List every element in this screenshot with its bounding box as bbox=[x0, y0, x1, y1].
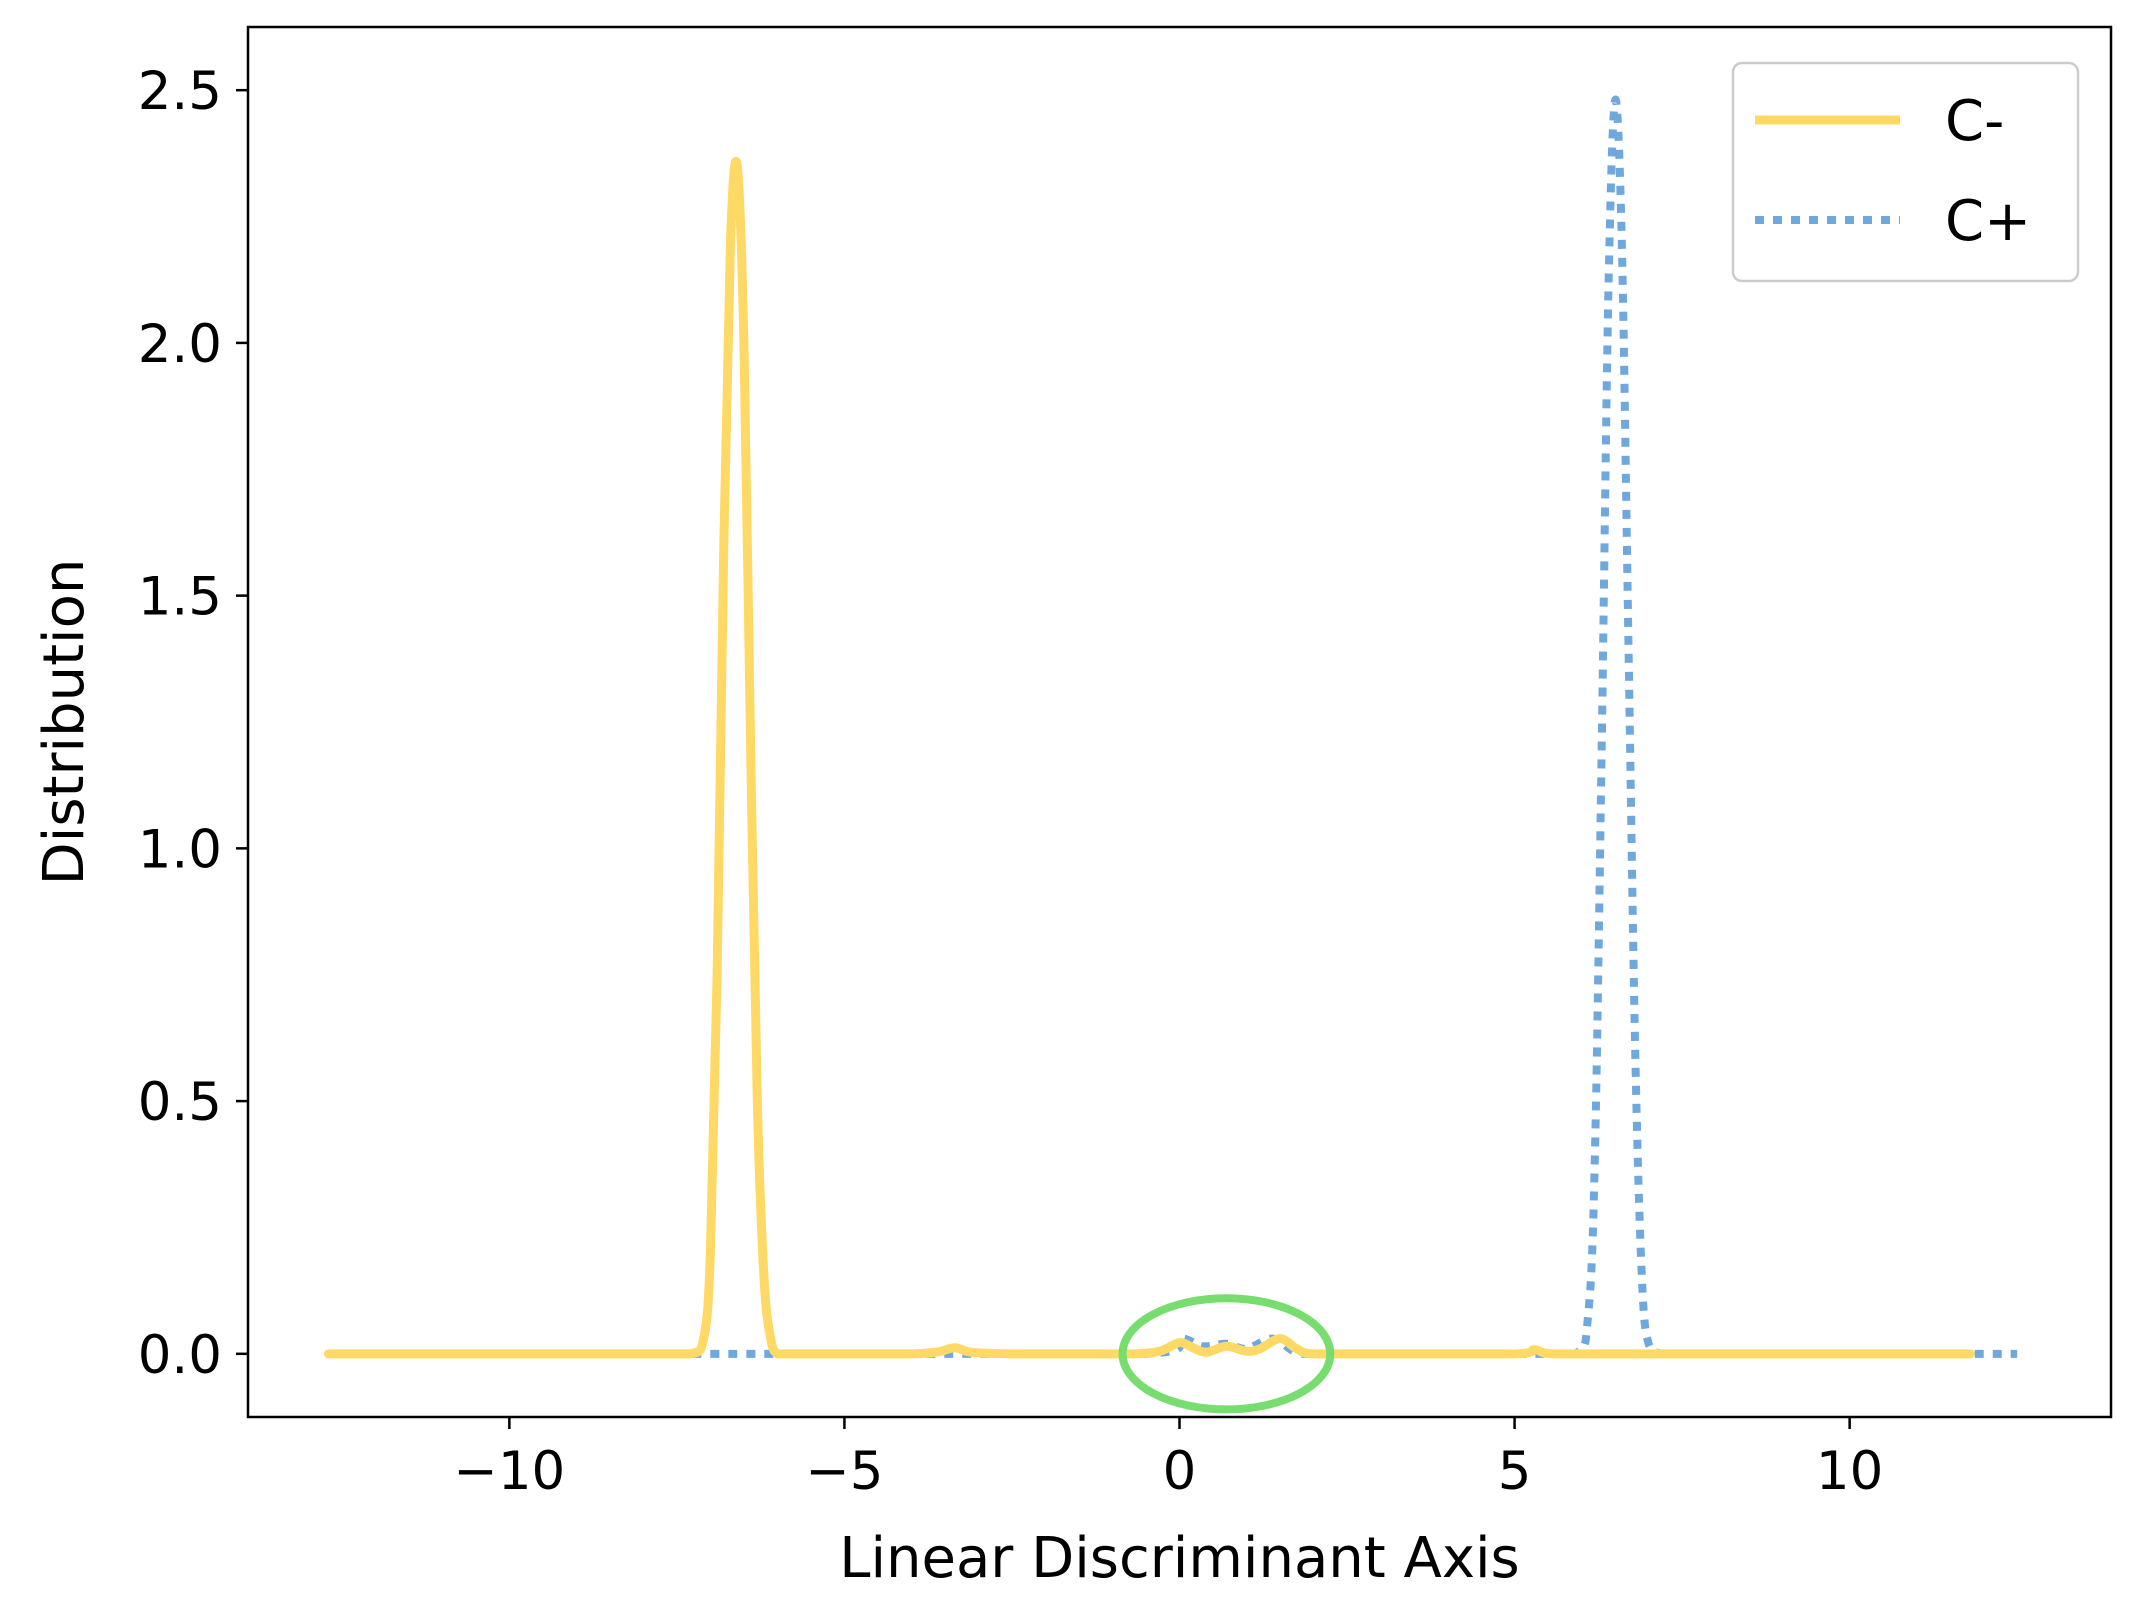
x-tick-label: −10 bbox=[453, 1441, 565, 1502]
x-tick-label: −5 bbox=[805, 1441, 883, 1502]
x-tick-label: 5 bbox=[1498, 1441, 1532, 1502]
series-line-c-plus bbox=[422, 95, 2018, 1358]
x-tick-label: 10 bbox=[1816, 1441, 1883, 1502]
y-tick-label: 1.5 bbox=[138, 567, 222, 628]
legend-label-c-plus: C+ bbox=[1945, 189, 2031, 254]
x-tick-label: 0 bbox=[1163, 1441, 1197, 1502]
y-axis-ticks: 0.0 0.5 1.0 1.5 2.0 2.5 bbox=[138, 61, 248, 1386]
y-axis-label: Distribution bbox=[32, 559, 97, 886]
series-line-c-minus bbox=[323, 156, 1975, 1359]
legend: C- C+ bbox=[1731, 61, 2080, 283]
y-tick-label: 2.5 bbox=[138, 61, 222, 122]
y-tick-label: 2.0 bbox=[138, 314, 222, 375]
y-tick-label: 1.0 bbox=[138, 819, 222, 880]
x-axis-ticks: −10 −5 0 5 10 bbox=[453, 1417, 1883, 1502]
annotation-ellipse bbox=[1118, 1294, 1335, 1414]
x-axis-label: Linear Discriminant Axis bbox=[839, 1526, 1519, 1591]
legend-label-c-minus: C- bbox=[1945, 89, 2004, 154]
y-tick-label: 0.0 bbox=[138, 1325, 222, 1386]
y-tick-label: 0.5 bbox=[138, 1072, 222, 1133]
